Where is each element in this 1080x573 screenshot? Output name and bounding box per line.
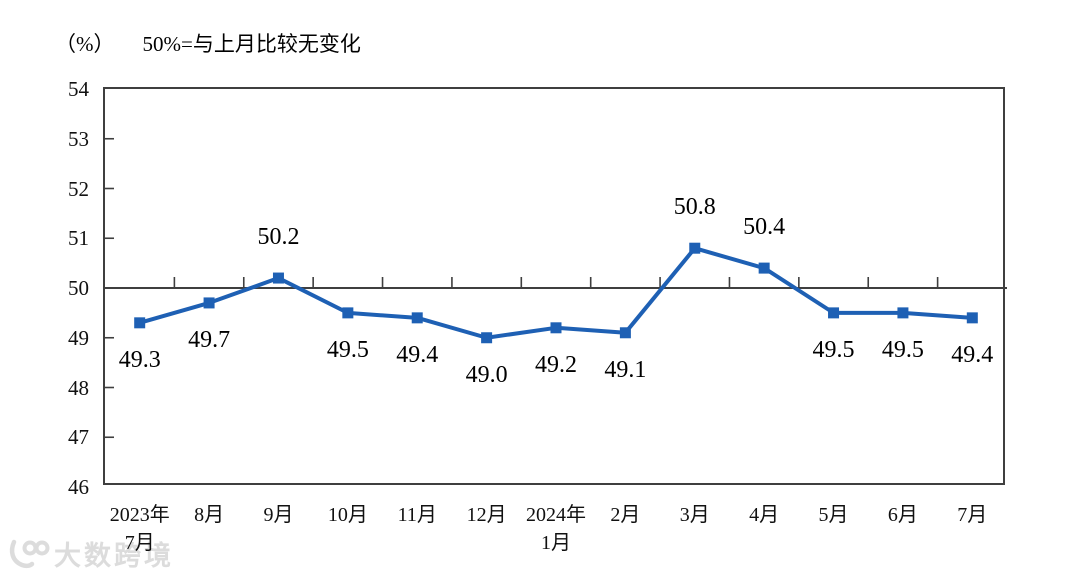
data-point-marker	[966, 312, 978, 324]
x-axis-label: 12月	[422, 501, 552, 529]
data-point-marker	[550, 322, 562, 334]
y-axis-label: 46	[68, 475, 89, 499]
data-point-label: 50.4	[743, 214, 786, 241]
data-point-marker	[619, 327, 631, 339]
data-point-marker	[203, 297, 215, 309]
y-axis-label: 48	[68, 375, 89, 400]
data-point-label: 49.0	[465, 361, 508, 388]
data-point-label: 49.4	[396, 341, 439, 368]
x-axis-label: 3月	[630, 501, 760, 529]
x-axis-label: 10月	[283, 501, 413, 529]
x-axis-label-line: 2月	[610, 504, 641, 526]
x-axis-label: 4月	[699, 501, 829, 529]
data-point-label: 49.1	[604, 356, 647, 383]
data-point-marker	[481, 332, 493, 344]
x-axis-label: 6月	[838, 501, 968, 529]
x-axis-label-line: 10月	[327, 504, 368, 526]
x-axis-label: 5月	[769, 501, 899, 529]
x-axis-label-line: 9月	[263, 504, 294, 526]
x-axis-label: 7月	[907, 501, 1037, 529]
watermark: 大数跨境	[6, 534, 174, 573]
data-point-marker	[272, 272, 284, 284]
x-axis-label: 2023年 7月	[75, 501, 205, 557]
plot-area: 46 47 48 49 50 51 52 53 54 2023年 7月 8月 9月 10月 11月 12月 20…	[68, 77, 1007, 554]
y-axis-label: 47	[68, 425, 89, 450]
x-axis-label-line: 5月	[818, 504, 849, 526]
x-axis-label-line: 6月	[887, 504, 918, 526]
data-point-label: 49.5	[881, 336, 924, 363]
x-axis-label: 11月	[352, 501, 482, 529]
data-point-label: 49.4	[951, 341, 994, 368]
x-axis-label: 8月	[144, 501, 274, 529]
y-axis-label: 50	[68, 276, 89, 300]
x-axis-label-line: 11月	[397, 504, 437, 526]
data-point-label: 49.5	[812, 336, 855, 363]
unit-label: （%）	[55, 32, 115, 56]
x-axis-label: 9月	[213, 501, 343, 529]
data-point-marker	[689, 242, 701, 254]
y-axis-label: 54	[68, 77, 89, 101]
y-axis-label: 52	[68, 176, 89, 201]
x-axis-label-line: 2023年	[109, 504, 170, 526]
x-axis-label: 2月	[560, 501, 690, 529]
data-point-marker	[828, 307, 840, 319]
x-axis-label-line: 1月	[541, 532, 571, 554]
y-axis-label: 51	[68, 226, 89, 251]
plot-svg	[105, 137, 1007, 439]
x-axis-label-line: 12月	[466, 504, 507, 526]
watermark-text: 大数跨境	[54, 541, 174, 571]
y-axis-label: 49	[68, 325, 89, 350]
data-point-label: 49.7	[188, 326, 231, 353]
x-axis-label-line: 8月	[194, 504, 225, 526]
y-axis-label: 53	[68, 126, 89, 151]
x-axis-label-line: 7月	[957, 504, 988, 526]
x-axis-label-line: 4月	[749, 504, 780, 526]
data-point-label: 50.2	[257, 224, 300, 251]
data-point-marker	[342, 307, 354, 319]
data-point-marker	[411, 312, 423, 324]
data-point-label: 49.3	[118, 346, 161, 373]
data-point-marker	[758, 262, 770, 274]
chart-subtitle: 50%=与上月比较无变化	[142, 32, 361, 56]
x-axis-label-line: 3月	[679, 504, 710, 526]
x-axis-label: 2024年 1月	[491, 501, 621, 557]
data-point-label: 49.5	[326, 336, 369, 363]
dashu-kuajing-logo	[9, 539, 50, 568]
data-point-marker	[897, 307, 909, 319]
x-axis-label-line: 2024年	[526, 504, 586, 526]
x-axis-label-line: 7月	[124, 532, 155, 554]
data-point-marker	[134, 317, 146, 329]
data-point-label: 49.2	[535, 351, 577, 378]
data-point-label: 50.8	[673, 194, 716, 221]
chart-title: （%） 50%=与上月比较无变化	[55, 28, 361, 58]
